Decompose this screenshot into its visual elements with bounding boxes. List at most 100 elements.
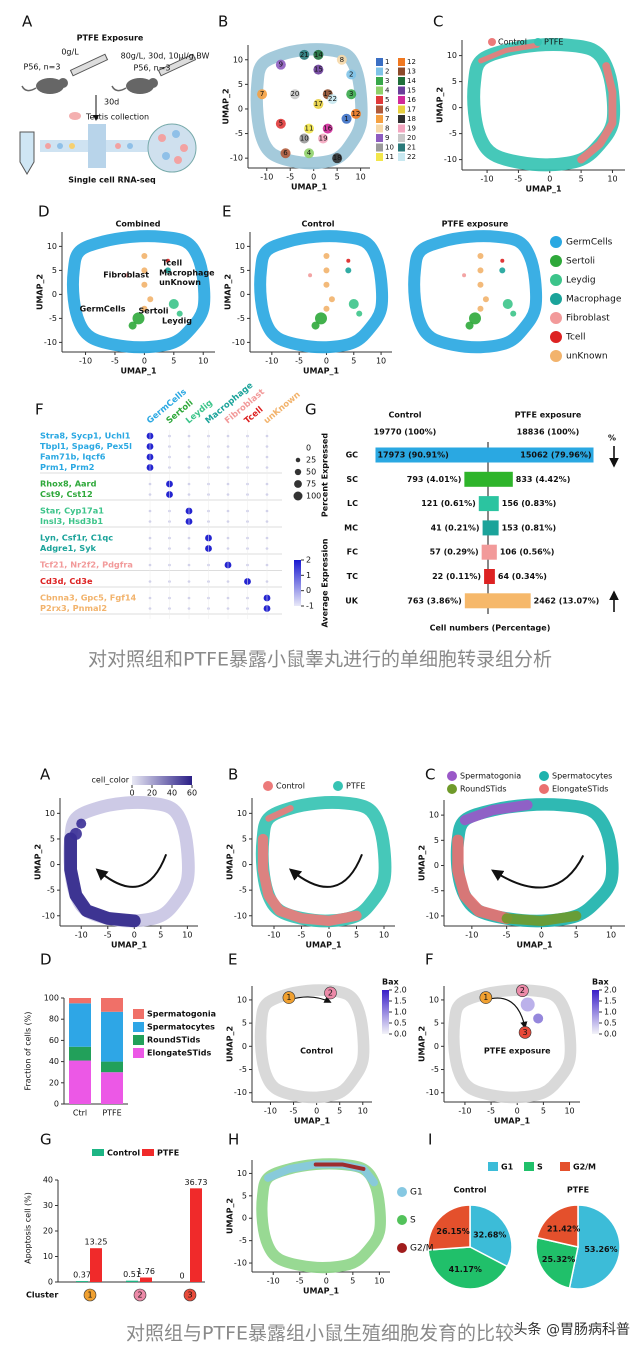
- legend-swatch: [376, 134, 383, 142]
- value-label: 156 (0.83%): [502, 499, 557, 508]
- cell-patch: [356, 310, 363, 317]
- legend-dot: [397, 1187, 407, 1197]
- milestone: [479, 991, 493, 1004]
- color-legend-label: 0.0: [604, 1030, 617, 1039]
- legend-label: RoundSTids: [460, 785, 507, 794]
- cell-patch: [510, 310, 517, 317]
- legend-title: cell_color: [92, 776, 130, 785]
- tube-icon: [19, 131, 35, 175]
- trajectory-arrow: [288, 853, 363, 888]
- mouse-icon: [58, 78, 68, 88]
- cell-patch: [299, 133, 310, 144]
- pie-slice: [427, 1246, 509, 1290]
- cell-type-label: Sertoli: [139, 307, 169, 316]
- cluster-label: 1: [344, 115, 348, 123]
- x-tick-label: -5: [487, 1107, 495, 1116]
- droplet: [57, 143, 63, 149]
- x-tick-label: 5: [350, 1277, 355, 1286]
- y-tick-label: 5: [240, 266, 245, 275]
- cell-patch: [313, 64, 324, 75]
- x-tick-label: 5: [354, 931, 359, 940]
- cluster-label: 15: [314, 66, 323, 74]
- color-legend-label: 40: [167, 789, 177, 798]
- color-legend-label: 0: [129, 789, 134, 798]
- cluster-label: 3: [349, 90, 353, 98]
- x-tick-label: 0: [324, 1277, 329, 1286]
- color-bar: [132, 776, 192, 785]
- cluster-label: 9: [279, 61, 283, 69]
- color-legend-label: 0.5: [604, 1019, 617, 1028]
- value-label: 25.32%: [542, 1255, 575, 1264]
- cell-patch: [533, 1013, 544, 1024]
- panel-letter: G: [40, 1131, 52, 1149]
- x-tick-label: 5: [337, 1107, 342, 1116]
- y-tick-label: -5: [431, 1065, 439, 1074]
- bar: [478, 496, 488, 512]
- cell-cloud: [250, 43, 368, 170]
- series-header: PTFE exposure: [515, 411, 582, 420]
- cluster-label: 18: [333, 154, 342, 162]
- panel-letter: B: [218, 13, 228, 31]
- cell-cloud: [254, 984, 370, 1104]
- color-legend-label: 1.0: [604, 1008, 617, 1017]
- x-tick-label: 5: [335, 173, 340, 182]
- x-tick-label: 10: [376, 357, 386, 366]
- legend-label: PTFE: [157, 1149, 179, 1158]
- color-bar: [294, 560, 301, 606]
- cluster-badge: [83, 1288, 97, 1302]
- cell-type-label: Leydig: [162, 316, 192, 325]
- x-tick-label: PTFE: [102, 1109, 121, 1118]
- cell-patch: [141, 281, 148, 288]
- legend-swatch: [398, 105, 405, 114]
- x-axis-label: UMAP_1: [294, 1117, 331, 1126]
- x-tick-label: -10: [260, 173, 273, 182]
- pie-slice: [535, 1236, 579, 1290]
- milestone-label: 3: [523, 1028, 528, 1037]
- bar-segment: [101, 1061, 123, 1073]
- x-axis-label: Cluster: [26, 1291, 58, 1300]
- x-tick-label: -5: [111, 357, 119, 366]
- schematic-text: 0g/L: [61, 48, 79, 57]
- cluster-badge: [133, 1288, 147, 1302]
- cell-cloud: [67, 230, 211, 354]
- legend-label: 6: [385, 106, 390, 114]
- x-axis-label: UMAP_1: [303, 367, 340, 376]
- y-tick-label: -10: [234, 1088, 247, 1097]
- panel-letter: D: [38, 203, 50, 221]
- value-label: 0: [179, 1272, 184, 1281]
- y-tick-label: 0: [434, 1042, 439, 1051]
- plate-dot: [180, 144, 188, 152]
- category-label: UK: [345, 596, 358, 605]
- cell-patch: [318, 133, 329, 144]
- cell-patch: [168, 299, 179, 309]
- color-legend-label: 2.0: [394, 986, 407, 995]
- bar: [488, 544, 497, 560]
- bar: [488, 593, 531, 609]
- y-axis-label: UMAP_2: [36, 274, 45, 310]
- milestone-label: 2: [520, 986, 525, 995]
- y-tick-label: 80: [49, 1015, 59, 1024]
- y-tick-label: 40: [43, 1176, 53, 1185]
- cell-patch: [311, 321, 320, 330]
- x-tick-label: 0: [515, 1107, 520, 1116]
- cell-patch: [308, 273, 313, 278]
- bar-segment: [69, 1060, 91, 1104]
- trajectory-arrow: [95, 853, 168, 888]
- cell-cloud-part: [64, 832, 141, 928]
- legend-label: 19: [407, 125, 416, 133]
- y-tick-label: -10: [426, 1088, 439, 1097]
- y-tick-label: 10: [447, 51, 457, 60]
- legend-label: Sertoli: [566, 257, 595, 267]
- legend-swatch: [398, 67, 405, 76]
- cell-patch: [346, 69, 357, 80]
- droplet: [69, 143, 75, 149]
- y-tick-label: 0: [242, 860, 247, 869]
- cell-patch: [128, 321, 137, 330]
- y-tick-label: -5: [47, 886, 55, 895]
- cluster-label: 17: [314, 100, 323, 108]
- y-tick-label: 10: [235, 242, 245, 251]
- cell-patch: [462, 273, 467, 278]
- legend-label: 2: [385, 68, 389, 76]
- y-tick-label: 5: [452, 77, 457, 86]
- bar-segment: [69, 1003, 91, 1047]
